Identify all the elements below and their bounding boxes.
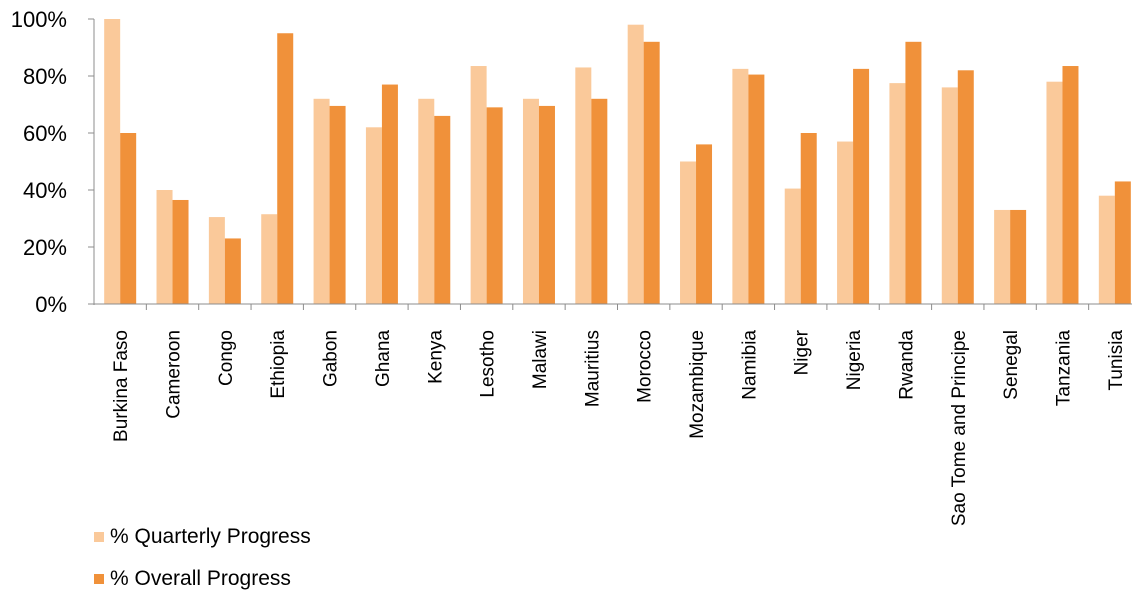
bar-quarterly-progress bbox=[784, 188, 801, 304]
bar-overall-progress bbox=[277, 33, 294, 304]
bar-quarterly-progress bbox=[1098, 195, 1115, 304]
progress-bar-chart: 0% 20% 40% 60% 80% 100% Burkina Faso Cameroon C… bbox=[11, 7, 1132, 526]
bar-quarterly-progress bbox=[313, 98, 330, 304]
bar-quarterly-progress bbox=[889, 83, 906, 304]
bar-overall-progress bbox=[486, 107, 503, 304]
x-tick-label: Ghana bbox=[373, 330, 394, 387]
x-tick-label: Sao Tome and Principe bbox=[949, 330, 970, 526]
x-tick-label: Tanzania bbox=[1053, 330, 1074, 406]
legend-item-overall: % Overall Progress bbox=[94, 567, 311, 590]
bar-overall-progress bbox=[381, 84, 398, 304]
y-tick-label: 100% bbox=[11, 7, 67, 32]
bar-quarterly-progress bbox=[522, 98, 539, 304]
x-tick-label: Lesotho bbox=[478, 330, 499, 398]
bar-overall-progress bbox=[1114, 181, 1131, 304]
bars bbox=[104, 19, 1131, 305]
bar-overall-progress bbox=[1010, 209, 1027, 304]
bar-quarterly-progress bbox=[470, 66, 487, 305]
x-tick-label: Niger bbox=[792, 329, 813, 375]
x-tick-label: Cameroon bbox=[164, 330, 185, 419]
x-tick-label: Mozambique bbox=[687, 330, 708, 439]
bar-overall-progress bbox=[591, 98, 608, 304]
y-tick-label: 20% bbox=[23, 235, 67, 260]
bar-overall-progress bbox=[748, 74, 765, 304]
bar-overall-progress bbox=[696, 144, 713, 304]
x-tick-label: Malawi bbox=[530, 330, 551, 389]
y-tick-label: 40% bbox=[23, 178, 67, 203]
y-axis: 0% 20% 40% 60% 80% 100% bbox=[11, 7, 95, 317]
bar-quarterly-progress bbox=[104, 19, 121, 304]
legend-swatch-overall bbox=[94, 574, 104, 584]
bar-overall-progress bbox=[224, 238, 241, 304]
x-tick-label: Ethiopia bbox=[268, 330, 289, 399]
bar-quarterly-progress bbox=[156, 190, 173, 304]
bar-overall-progress bbox=[538, 105, 555, 304]
bar-quarterly-progress bbox=[994, 209, 1011, 304]
legend-label-quarterly: % Quarterly Progress bbox=[110, 525, 311, 548]
bar-quarterly-progress bbox=[261, 214, 278, 304]
bar-overall-progress bbox=[172, 199, 189, 304]
x-tick-label: Tunisia bbox=[1106, 330, 1127, 391]
bar-quarterly-progress bbox=[680, 161, 697, 304]
bar-overall-progress bbox=[1062, 66, 1079, 305]
bar-overall-progress bbox=[957, 70, 974, 304]
bar-quarterly-progress bbox=[732, 68, 749, 304]
y-tick-label: 60% bbox=[23, 121, 67, 146]
bar-quarterly-progress bbox=[365, 127, 382, 304]
x-tick-label: Congo bbox=[216, 330, 237, 386]
y-tick-label: 0% bbox=[35, 292, 67, 317]
legend-swatch-quarterly bbox=[94, 532, 104, 542]
x-tick-label: Mauritius bbox=[582, 330, 603, 407]
legend-label-overall: % Overall Progress bbox=[110, 567, 291, 590]
x-tick-label: Nigeria bbox=[844, 330, 865, 391]
legend-item-quarterly: % Quarterly Progress bbox=[94, 525, 311, 548]
x-tick-label: Rwanda bbox=[896, 330, 917, 400]
x-tick-label: Namibia bbox=[739, 330, 760, 400]
bar-quarterly-progress bbox=[575, 67, 592, 304]
x-tick-label: Burkina Faso bbox=[111, 330, 132, 442]
legend: % Quarterly Progress % Overall Progress bbox=[94, 525, 311, 610]
bar-overall-progress bbox=[329, 105, 346, 304]
bar-quarterly-progress bbox=[208, 217, 225, 304]
x-tick-label: Morocco bbox=[635, 330, 656, 403]
bar-quarterly-progress bbox=[941, 87, 958, 305]
bar-overall-progress bbox=[800, 133, 817, 304]
y-tick-label: 80% bbox=[23, 64, 67, 89]
bar-quarterly-progress bbox=[418, 98, 435, 304]
bar-quarterly-progress bbox=[837, 141, 854, 304]
bar-overall-progress bbox=[853, 68, 870, 304]
x-tick-label: Senegal bbox=[1001, 330, 1022, 400]
x-axis: Burkina Faso Cameroon Congo Ethiopia Gabon Gh… bbox=[94, 303, 1132, 526]
x-tick-label: Kenya bbox=[425, 330, 446, 384]
bar-overall-progress bbox=[434, 115, 451, 305]
x-tick-label: Gabon bbox=[321, 330, 342, 387]
bar-overall-progress bbox=[120, 133, 137, 304]
bar-quarterly-progress bbox=[1046, 81, 1063, 304]
bar-overall-progress bbox=[643, 41, 660, 305]
bar-overall-progress bbox=[905, 41, 922, 305]
bar-quarterly-progress bbox=[627, 24, 644, 304]
